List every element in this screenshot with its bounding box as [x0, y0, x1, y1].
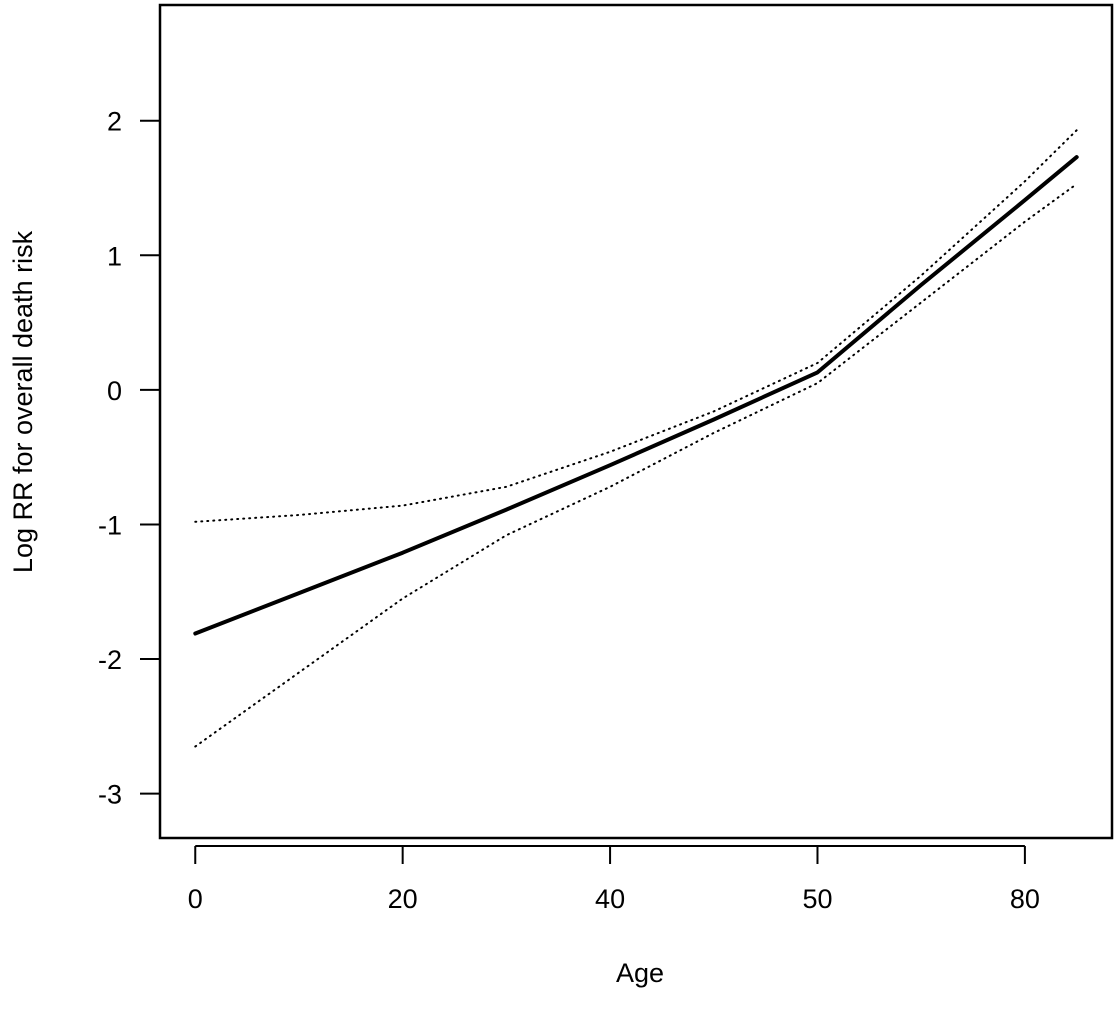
y-tick-label: -2 — [98, 645, 122, 675]
x-tick-label: 80 — [1010, 884, 1040, 914]
y-tick-label: -1 — [98, 510, 122, 540]
y-tick-label: 0 — [107, 376, 122, 406]
y-axis-label: Log RR for overall death risk — [8, 230, 38, 573]
y-tick-label: 2 — [107, 107, 122, 137]
y-tick-label: -3 — [98, 780, 122, 810]
plot-box — [158, 3, 1114, 840]
data-line — [194, 129, 1078, 523]
y-tick-label: 1 — [107, 241, 122, 271]
data-line — [194, 183, 1078, 748]
x-tick-label: 40 — [595, 884, 625, 914]
x-tick-label: 0 — [188, 884, 203, 914]
data-line — [193, 155, 1079, 636]
x-tick-label: 20 — [388, 884, 418, 914]
x-tick-label: 50 — [802, 884, 832, 914]
x-axis-label: Age — [616, 958, 664, 988]
